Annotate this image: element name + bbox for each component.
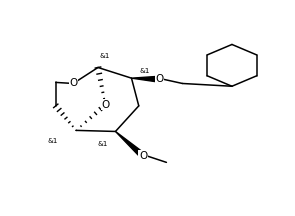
Polygon shape — [115, 132, 145, 158]
Text: O: O — [139, 151, 147, 161]
Text: O: O — [101, 100, 109, 110]
Text: &1: &1 — [99, 53, 109, 59]
Polygon shape — [132, 76, 159, 82]
Text: &1: &1 — [140, 68, 150, 74]
Text: &1: &1 — [48, 138, 58, 144]
Text: &1: &1 — [97, 141, 108, 147]
Text: O: O — [69, 78, 77, 89]
Text: O: O — [155, 74, 163, 84]
